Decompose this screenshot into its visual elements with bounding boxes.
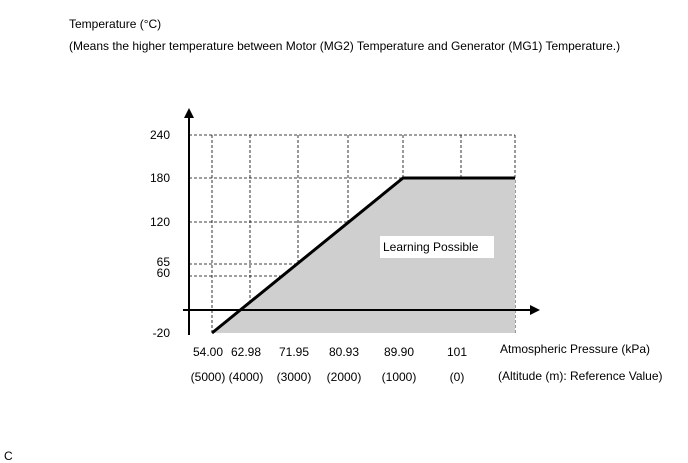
y-tick-label: 60 [157,266,171,280]
y-tick-label: -20 [153,326,171,340]
y-tick-label: 120 [150,215,170,229]
x-tick-label-altitude: (1000) [382,370,417,384]
x-tick-label: 62.98 [231,345,261,359]
x-tick-label: 80.93 [329,345,359,359]
learning-possible-region [212,178,515,333]
learning-threshold-line [211,176,515,335]
x-axis-arrow [530,305,540,315]
x-tick-label: 54.00 [193,345,223,359]
region-label: Learning Possible [383,240,479,254]
y-axis-arrow [184,108,194,118]
figure-id: C [4,449,13,463]
x-tick-label: 101 [447,345,467,359]
x-tick-label-altitude: (2000) [327,370,362,384]
region-label-box [380,236,494,258]
x-tick-label: 71.95 [279,345,309,359]
x-tick-label-altitude: (5000) [191,370,226,384]
x-tick-labels: 54.00 62.98 71.95 80.93 89.90 101 (5000) (4000)… [191,345,468,384]
x-tick-label-altitude: (3000) [277,370,312,384]
x-tick-label-altitude: (0) [450,370,465,384]
x-axis-label-altitude: (Altitude (m): Reference Value) [498,369,663,383]
y-tick-label: 65 [157,255,171,269]
x-axis-label: Atmospheric Pressure (kPa) [500,342,650,356]
y-tick-label: 240 [150,128,170,142]
y-axis-title: Temperature (°C) [69,17,162,31]
chart-subtitle: (Means the higher temperature between Mo… [69,39,621,53]
x-tick-label: 89.90 [384,345,414,359]
y-tick-label: 180 [150,171,170,185]
x-tick-label-altitude: (4000) [229,370,264,384]
